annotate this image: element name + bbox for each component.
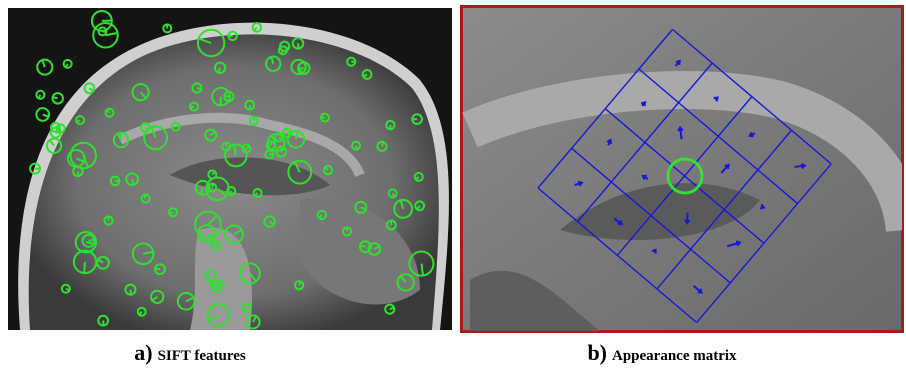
sift-orientation bbox=[197, 88, 202, 89]
sift-orientation bbox=[155, 269, 160, 270]
caption-a: a) SIFT features bbox=[134, 340, 246, 365]
panel-letter: b) bbox=[587, 340, 607, 365]
page: a)SIFT features b)Appearance matrix (() … bbox=[0, 0, 906, 370]
sift-orientation bbox=[78, 171, 79, 176]
sift-orientation bbox=[382, 142, 383, 146]
sift-orientation bbox=[84, 262, 85, 273]
sift-orientation bbox=[356, 146, 357, 150]
sift-orientation bbox=[55, 127, 59, 128]
panel-caption: SIFT features bbox=[158, 348, 246, 364]
sift-orientation bbox=[132, 179, 133, 185]
sift-orientation bbox=[145, 195, 146, 199]
sift-orientation bbox=[169, 212, 173, 213]
sift-orientation bbox=[120, 133, 121, 140]
sift-orientation bbox=[250, 105, 251, 109]
sift-orientation bbox=[281, 50, 282, 54]
sift-orientation bbox=[254, 117, 255, 121]
panel-letter: a) bbox=[134, 340, 152, 365]
sift-orientation bbox=[212, 184, 213, 188]
sift-orientation bbox=[201, 188, 202, 195]
sift-orientation bbox=[53, 97, 58, 98]
sift-orientation bbox=[360, 246, 365, 247]
sift-orientation bbox=[89, 239, 95, 240]
mri-image bbox=[8, 8, 452, 330]
caption-b: b) Appearance matrix bbox=[587, 340, 737, 365]
sift-orientation bbox=[103, 321, 104, 326]
sift-orientation bbox=[346, 227, 347, 231]
sift-orientation bbox=[190, 107, 194, 108]
figure: a) SIFT features b) Appearance matrix bbox=[0, 0, 906, 370]
panel-caption: Appearance matrix bbox=[612, 348, 737, 364]
sift-orientation bbox=[287, 132, 291, 133]
sift-orientation bbox=[115, 181, 119, 182]
sift-orientation bbox=[271, 141, 272, 145]
